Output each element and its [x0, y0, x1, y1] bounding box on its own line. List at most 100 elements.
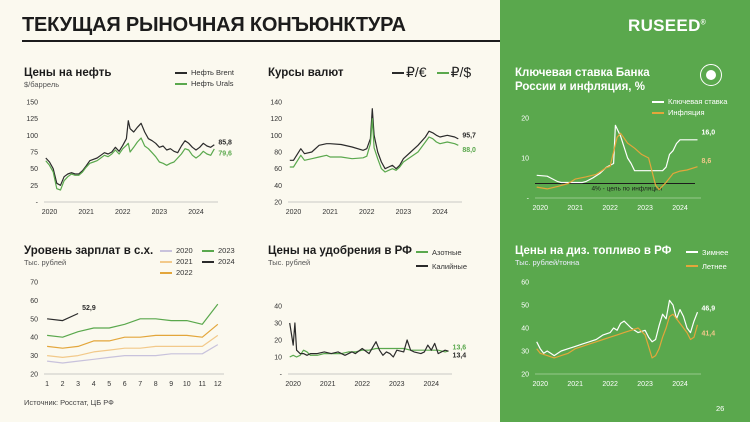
legend-item-winter: Зимнее: [686, 245, 728, 259]
x-tick-label: 12: [214, 381, 222, 388]
legend-label: 2023: [218, 246, 235, 255]
series-line: [289, 118, 459, 173]
x-tick-label: 9: [169, 381, 173, 388]
legend-item-potash: Калийные: [416, 259, 467, 273]
x-tick-label: 2023: [152, 209, 168, 216]
legend-label: Нефть Urals: [191, 79, 234, 88]
x-tick-label: 7: [138, 381, 142, 388]
series-line: [47, 344, 219, 364]
series-line: [47, 323, 219, 349]
fert-chart: - 10 20 30 40 2020 2021 2022 2023 2024 13,6 13,4: [274, 304, 467, 389]
y-tick-label: 70: [30, 280, 38, 287]
diesel-chart: 20 30 40 50 60 2020 2021 2022 2023 2024 46,9 41,4: [521, 280, 716, 389]
keyrate-title: Ключевая ставка Банка России и инфляция,…: [515, 67, 650, 93]
legend-item-nitrogen: Азотные: [416, 245, 467, 259]
x-tick-label: 2024: [432, 209, 448, 216]
end-value-label: 52,9: [82, 305, 96, 312]
end-value-label: 85,8: [218, 139, 232, 146]
end-value-label: 8,6: [702, 158, 712, 165]
y-tick-label: 60: [274, 166, 282, 173]
series-line: [289, 322, 449, 358]
x-tick-label: 2023: [389, 381, 405, 388]
y-tick-label: 30: [30, 353, 38, 360]
page-number: 26: [716, 404, 725, 413]
y-tick-label: 80: [274, 150, 282, 157]
y-tick-label: 10: [274, 355, 282, 362]
legend-item-brent: Нефть Brent: [175, 67, 234, 78]
y-tick-label: 60: [30, 298, 38, 305]
series-line: [47, 334, 219, 359]
legend-item-2021: 2021: [160, 256, 202, 267]
series-line: [47, 312, 79, 322]
end-value-label: 16,0: [702, 129, 716, 136]
y-tick-label: 125: [26, 116, 38, 123]
y-tick-label: 20: [274, 338, 282, 345]
x-tick-label: 2022: [359, 209, 375, 216]
legend-label: Летнее: [702, 261, 727, 271]
fx-title: Курсы валют: [268, 67, 344, 79]
x-tick-label: 2024: [423, 381, 439, 388]
legend-item-2024: 2024: [202, 256, 244, 267]
legend-label: 2020: [176, 246, 193, 255]
fert-title: Цены на удобрения в РФ: [268, 245, 412, 257]
y-tick-label: 50: [521, 303, 529, 310]
series-line: [47, 303, 219, 338]
legend-item-urals: Нефть Urals: [175, 78, 234, 89]
fert-unit: Тыс. рублей: [268, 258, 311, 267]
legend-label: Калийные: [432, 261, 467, 271]
legend-item-2022: 2022: [160, 267, 202, 278]
legend-item-keyrate: Ключевая ставка: [652, 96, 727, 107]
legend-label: Ключевая ставка: [668, 97, 728, 106]
logo-mark: ®: [700, 19, 707, 27]
x-tick-label: 2023: [637, 205, 653, 212]
legend-item-summer: Летнее: [686, 259, 728, 273]
wages-unit: Тыс. рублей: [24, 258, 67, 267]
x-tick-label: 2020: [286, 209, 302, 216]
y-tick-label: 150: [26, 100, 38, 107]
y-tick-label: 40: [521, 326, 529, 333]
legend-label: ₽/$: [450, 64, 472, 80]
legend-item-2020: 2020: [160, 245, 202, 256]
x-tick-label: 1: [45, 381, 49, 388]
end-value-label: 13,6: [453, 344, 467, 351]
legend-label: 2022: [176, 268, 193, 277]
x-tick-label: 8: [154, 381, 158, 388]
y-tick-label: 20: [30, 372, 38, 379]
legend-label: Азотные: [432, 247, 462, 257]
y-tick-label: 100: [26, 133, 38, 140]
x-tick-label: 10: [183, 381, 191, 388]
wages-legend: 2020 2023 2021 2024 2022: [160, 245, 244, 278]
x-tick-label: 2021: [567, 381, 583, 388]
y-tick-label: 20: [521, 116, 529, 123]
legend-label: ₽/€: [406, 64, 427, 80]
x-tick-label: 2024: [672, 381, 688, 388]
y-tick-label: 40: [274, 183, 282, 190]
y-tick-label: 10: [521, 156, 529, 163]
x-tick-label: 2020: [42, 209, 58, 216]
x-tick-label: 2021: [567, 205, 583, 212]
end-value-label: 88,0: [462, 147, 476, 154]
y-tick-label: 20: [521, 372, 529, 379]
series-line: [536, 124, 698, 184]
title-rule: [22, 40, 500, 42]
y-tick-label: 75: [30, 150, 38, 157]
x-tick-label: 2023: [396, 209, 412, 216]
x-tick-label: 2020: [532, 381, 548, 388]
y-tick-label: 40: [30, 335, 38, 342]
central-bank-emblem-icon: [700, 64, 722, 86]
end-value-label: 46,9: [702, 306, 716, 313]
legend-item-inflation: Инфляция: [652, 107, 727, 118]
x-tick-label: 2022: [602, 205, 618, 212]
oil-title: Цены на нефть: [24, 67, 112, 79]
ruseed-logo: RUSEED®: [628, 16, 706, 36]
x-tick-label: 5: [107, 381, 111, 388]
y-tick-label: 120: [270, 116, 282, 123]
series-line: [536, 299, 699, 357]
end-value-label: 79,6: [218, 150, 232, 157]
y-tick-label: 100: [270, 133, 282, 140]
legend-item-eur: ₽/€: [392, 64, 427, 81]
x-tick-label: 2021: [78, 209, 94, 216]
y-tick-label: 30: [274, 321, 282, 328]
